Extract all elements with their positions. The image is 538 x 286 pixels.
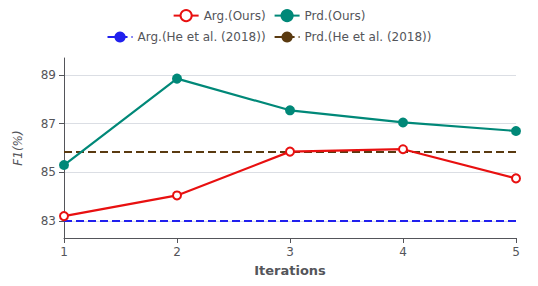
svg-text:3: 3	[286, 245, 294, 259]
svg-text:83: 83	[41, 214, 56, 228]
svg-text:F1(%): F1(%)	[11, 130, 25, 165]
svg-text:5: 5	[512, 245, 520, 259]
svg-text:85: 85	[41, 165, 56, 179]
svg-text:1: 1	[60, 245, 68, 259]
svg-text:87: 87	[41, 117, 56, 131]
svg-text:Iterations: Iterations	[254, 263, 326, 278]
svg-text:Prd.(Ours): Prd.(Ours)	[305, 9, 366, 23]
svg-text:Arg.(Ours): Arg.(Ours)	[204, 9, 266, 23]
svg-text:Arg.(He et al. (2018)): Arg.(He et al. (2018))	[138, 30, 266, 44]
svg-text:89: 89	[41, 68, 56, 82]
svg-text:4: 4	[399, 245, 407, 259]
svg-text:Prd.(He et al. (2018)): Prd.(He et al. (2018))	[305, 30, 432, 44]
svg-text:2: 2	[173, 245, 181, 259]
